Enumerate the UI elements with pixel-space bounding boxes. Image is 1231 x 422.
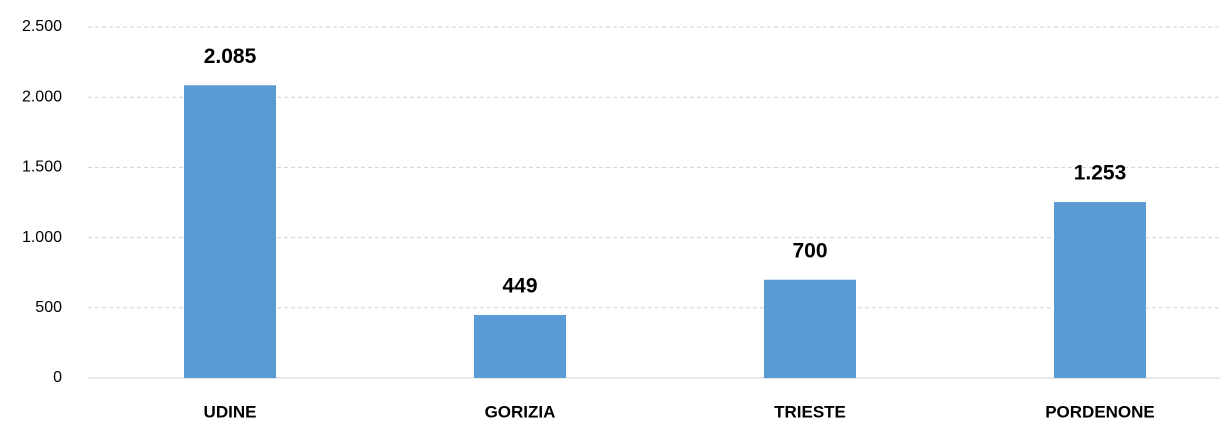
data-label: 700 bbox=[792, 239, 827, 262]
x-tick-label: GORIZIA bbox=[485, 402, 556, 421]
y-tick-label: 2.500 bbox=[22, 18, 62, 35]
y-tick-label: 2.000 bbox=[22, 88, 62, 105]
y-tick-label: 0 bbox=[53, 369, 62, 386]
x-tick-label: TRIESTE bbox=[774, 402, 846, 421]
x-tick-label: PORDENONE bbox=[1045, 402, 1155, 421]
data-label: 2.085 bbox=[204, 45, 257, 68]
data-label: 1.253 bbox=[1074, 162, 1127, 185]
x-tick-label: UDINE bbox=[204, 402, 257, 421]
y-tick-label: 500 bbox=[35, 299, 62, 316]
bar bbox=[184, 85, 276, 379]
bar bbox=[1054, 202, 1146, 378]
data-label: 449 bbox=[502, 275, 537, 298]
bar bbox=[474, 314, 566, 378]
y-tick-label: 1.500 bbox=[22, 159, 62, 176]
y-tick-label: 1.000 bbox=[22, 229, 62, 246]
bar bbox=[764, 279, 856, 378]
